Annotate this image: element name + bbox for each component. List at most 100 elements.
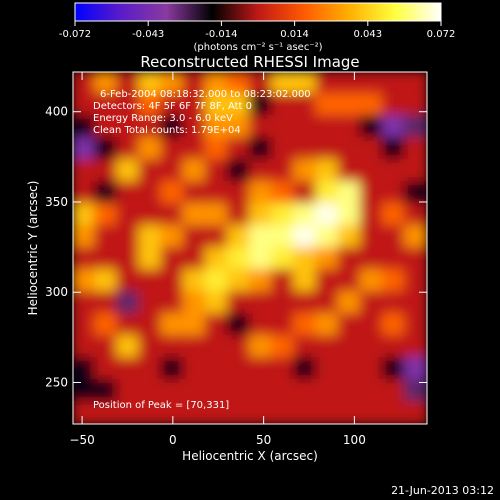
heatmap-cell bbox=[204, 291, 229, 315]
heatmap-cell bbox=[249, 93, 274, 117]
colorbar-tick-label: -0.072 bbox=[59, 29, 91, 40]
colorbar-tick-label: -0.014 bbox=[205, 29, 237, 40]
heatmap-cell bbox=[249, 379, 274, 403]
heatmap-cell bbox=[73, 203, 97, 227]
heatmap-cell bbox=[315, 335, 340, 359]
y-tick-label: 250 bbox=[45, 375, 68, 389]
heatmap-cell bbox=[337, 225, 362, 249]
heatmap-cell bbox=[381, 115, 406, 139]
heatmap-cell bbox=[204, 181, 229, 205]
heatmap-cell bbox=[94, 203, 119, 227]
heatmap-cell bbox=[94, 291, 119, 315]
heatmap-cell bbox=[315, 269, 340, 293]
heatmap-cell bbox=[337, 137, 362, 161]
heatmap-cell bbox=[73, 137, 97, 161]
heatmap-cell bbox=[293, 137, 318, 161]
heatmap-cell bbox=[226, 247, 251, 271]
heatmap-cell bbox=[403, 115, 427, 139]
heatmap-cell bbox=[73, 93, 97, 117]
heatmap-cell bbox=[160, 203, 185, 227]
heatmap-cell bbox=[73, 72, 97, 95]
heatmap-cell bbox=[381, 203, 406, 227]
heatmap-cell bbox=[138, 137, 163, 161]
heatmap-cell bbox=[182, 291, 207, 315]
heatmap-cell bbox=[138, 247, 163, 271]
heatmap-cell bbox=[381, 357, 406, 381]
heatmap-cell bbox=[315, 181, 340, 205]
heatmap-cell bbox=[271, 115, 296, 139]
footer-timestamp: 21-Jun-2013 03:12 bbox=[391, 484, 494, 497]
heatmap-cell bbox=[359, 93, 384, 117]
heatmap-cell bbox=[315, 247, 340, 271]
heatmap-cell bbox=[116, 313, 141, 337]
heatmap-cell bbox=[160, 401, 185, 424]
heatmap-cell bbox=[403, 269, 427, 293]
heatmap-cell bbox=[204, 115, 229, 139]
info-text-block: 6-Feb-2004 08:18:32.000 to 08:23:02.000D… bbox=[93, 89, 311, 136]
heatmap-cell bbox=[293, 115, 318, 139]
heatmap-cell bbox=[182, 72, 207, 95]
heatmap-cell bbox=[337, 181, 362, 205]
heatmap-cell bbox=[94, 181, 119, 205]
heatmap-cell bbox=[337, 357, 362, 381]
heatmap-cell bbox=[271, 203, 296, 227]
heatmap-cell bbox=[182, 137, 207, 161]
heatmap-cell bbox=[73, 115, 97, 139]
heatmap-cell bbox=[160, 269, 185, 293]
heatmap-cell bbox=[359, 159, 384, 183]
heatmap-cell bbox=[293, 225, 318, 249]
heatmap-cell bbox=[271, 72, 296, 95]
heatmap-cell bbox=[403, 401, 427, 424]
colorbar-tick-label: 0.014 bbox=[280, 29, 309, 40]
heatmap-cell bbox=[226, 335, 251, 359]
heatmap-cell bbox=[249, 291, 274, 315]
info-line: Detectors: 4F 5F 6F 7F 8F, Att 0 bbox=[93, 101, 252, 112]
heatmap-cell bbox=[73, 269, 97, 293]
heatmap-cell bbox=[160, 247, 185, 271]
heatmap-cell bbox=[337, 247, 362, 271]
colorbar-tick-label: 0.072 bbox=[427, 29, 456, 40]
heatmap-cell bbox=[138, 72, 163, 95]
heatmap-cell bbox=[73, 181, 97, 205]
heatmap-cell bbox=[315, 72, 340, 95]
heatmap-cell bbox=[204, 159, 229, 183]
heatmap-cell bbox=[381, 181, 406, 205]
heatmap-cell bbox=[182, 269, 207, 293]
heatmap-cell bbox=[182, 247, 207, 271]
heatmap-cell bbox=[94, 357, 119, 381]
heatmap-cell bbox=[271, 335, 296, 359]
heatmap-cell bbox=[138, 159, 163, 183]
heatmap-cell bbox=[160, 159, 185, 183]
heatmap-cell bbox=[226, 357, 251, 381]
heatmap-cell bbox=[403, 313, 427, 337]
heatmap-cell bbox=[116, 225, 141, 249]
heatmap-cell bbox=[116, 93, 141, 117]
heatmap-cell bbox=[271, 137, 296, 161]
heatmap-cell bbox=[116, 291, 141, 315]
heatmap-cell bbox=[182, 181, 207, 205]
x-tick-label: 0 bbox=[169, 433, 177, 447]
heatmap-cell bbox=[249, 225, 274, 249]
heatmap-cell bbox=[271, 93, 296, 117]
heatmap-cell bbox=[271, 291, 296, 315]
heatmap-cell bbox=[315, 291, 340, 315]
heatmap-cell bbox=[226, 137, 251, 161]
heatmap-cell bbox=[271, 159, 296, 183]
colorbar-unit-label: (photons cm⁻² s⁻¹ asec⁻²) bbox=[193, 42, 322, 53]
heatmap-cell bbox=[94, 137, 119, 161]
heatmap-cell bbox=[116, 203, 141, 227]
heatmap-cell bbox=[337, 379, 362, 403]
heatmap-cell bbox=[359, 313, 384, 337]
heatmap-cell bbox=[293, 269, 318, 293]
heatmap-cell bbox=[226, 291, 251, 315]
heatmap-cell bbox=[160, 93, 185, 117]
heatmap-cell bbox=[249, 137, 274, 161]
colorbar bbox=[74, 2, 442, 22]
heatmap-cell bbox=[337, 313, 362, 337]
heatmap-cell bbox=[182, 313, 207, 337]
heatmap-cell bbox=[204, 379, 229, 403]
heatmap-cell bbox=[249, 115, 274, 139]
x-tick-label: 100 bbox=[343, 433, 366, 447]
heatmap-cell bbox=[73, 313, 97, 337]
